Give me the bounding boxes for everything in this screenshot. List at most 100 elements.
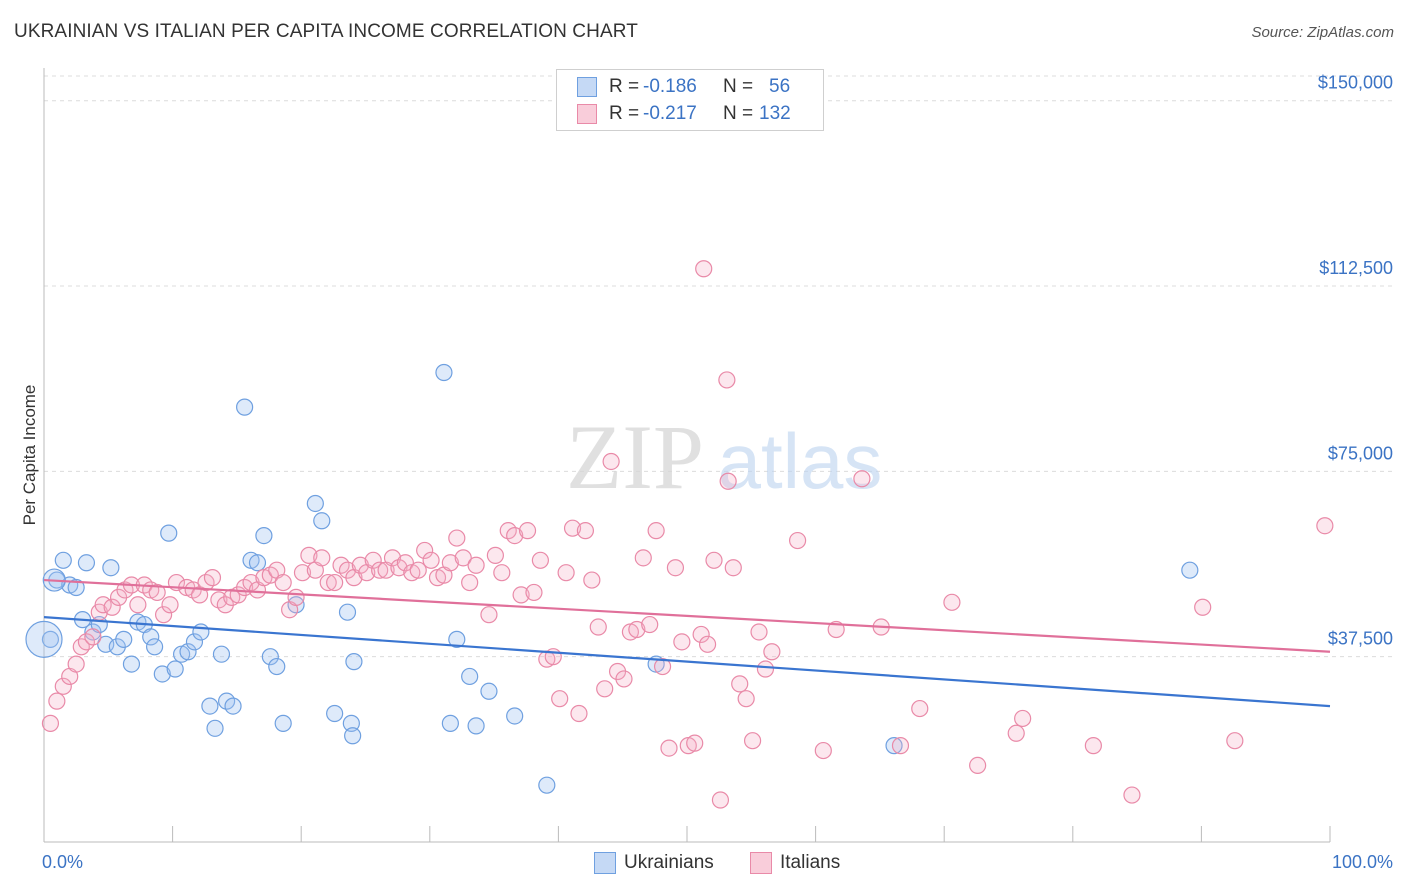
italians-point	[718, 371, 736, 389]
italians-point	[737, 690, 755, 708]
legend-row-italians: R = -0.217 N = 132	[577, 102, 791, 126]
ukrainians-point	[506, 707, 524, 725]
italians-point	[154, 606, 173, 624]
italians-points	[41, 260, 1334, 809]
italians-point	[583, 571, 601, 589]
ukrainians-point	[326, 704, 344, 723]
ukrainians-point	[345, 653, 363, 671]
italians-point	[67, 655, 85, 673]
italians-point	[383, 549, 402, 567]
italians-point	[750, 623, 768, 641]
ukrainians-point	[885, 737, 903, 755]
ukrainians-point	[145, 638, 164, 656]
ukrainians-point	[54, 551, 72, 569]
italians-point	[422, 551, 440, 569]
ukrainians-points	[25, 363, 1199, 794]
ukrainians-point	[255, 526, 273, 545]
bottom-legend-label-italians: Italians	[780, 852, 841, 873]
legend-row-ukrainians: R = -0.186 N = 56	[577, 75, 790, 99]
ukrainians-point	[166, 660, 184, 678]
italians-point	[525, 583, 543, 602]
italians-point	[647, 522, 665, 540]
ukrainians-point	[212, 645, 231, 663]
italians-point	[660, 739, 678, 757]
ukrainians-point	[153, 665, 171, 683]
italians-point	[1007, 724, 1025, 742]
ukrainians-point	[185, 633, 204, 651]
ukrainians-point	[236, 398, 254, 416]
italians-point	[1084, 737, 1102, 755]
italians-point	[48, 692, 66, 710]
italians-point	[602, 452, 620, 471]
italians-point	[274, 573, 292, 592]
bottom-swatch-ukrainians	[594, 852, 616, 874]
r-value-italians: -0.217	[643, 103, 697, 124]
ukrainians-point	[115, 630, 133, 648]
italians-point	[891, 737, 910, 755]
italians-point	[518, 522, 537, 540]
italians-point	[531, 551, 549, 569]
italians-point	[698, 635, 717, 653]
ukrainians-point	[41, 630, 60, 648]
italians-point	[634, 549, 652, 567]
italians-point	[493, 564, 511, 582]
italians-point	[563, 519, 582, 537]
italians-point	[705, 551, 723, 569]
italians-point	[814, 741, 832, 760]
italians-point	[454, 549, 472, 567]
italians-point	[719, 472, 737, 490]
italians-point	[576, 522, 595, 540]
source-label: Source: ZipAtlas.com	[1251, 24, 1394, 41]
italians-point	[148, 583, 166, 602]
italians-point	[461, 573, 479, 592]
ukrainians-point	[342, 714, 360, 732]
italians-point	[695, 260, 713, 278]
ukrainians-point-cluster	[25, 620, 63, 658]
trend-lines	[43, 578, 1331, 708]
italians-point	[326, 573, 344, 592]
italians-point	[506, 526, 524, 545]
ukrainians-point	[201, 697, 219, 715]
italians-point	[41, 714, 60, 732]
italians-point	[441, 554, 459, 572]
italians-point	[512, 586, 530, 604]
x-tick-label: 100.0%	[1332, 852, 1393, 872]
italians-point	[788, 531, 807, 550]
italians-point	[364, 551, 382, 569]
ukrainians-point	[306, 494, 324, 513]
ukrainians-point	[248, 554, 267, 572]
italians-point	[692, 625, 710, 644]
italians-point	[653, 657, 672, 676]
ukrainians-point	[67, 578, 85, 597]
watermark-atlas: atlas	[718, 417, 883, 505]
ukrainians-point	[142, 628, 160, 646]
ukrainians-point	[448, 630, 466, 648]
italians-point	[1194, 598, 1212, 616]
italians-point	[480, 606, 498, 624]
italians-point	[416, 541, 434, 560]
italians-point	[943, 593, 961, 611]
watermark-zip: ZIP	[566, 406, 704, 508]
x-tick-label: 0.0%	[42, 852, 83, 872]
ukrainians-point	[77, 554, 96, 572]
italians-point	[724, 559, 742, 577]
legend-swatch-italians	[577, 104, 597, 124]
italians-point	[371, 561, 389, 579]
italians-point	[763, 643, 781, 661]
ukrainians-point	[179, 643, 197, 661]
r-label: R =	[609, 76, 640, 97]
y-tick-label: $150,000	[1318, 73, 1393, 93]
axes	[43, 68, 1331, 843]
italians-point	[628, 620, 646, 639]
legend-swatch-ukrainians	[577, 77, 597, 97]
italians-point	[293, 564, 312, 582]
italians-point	[743, 732, 762, 750]
y-tick-label: $112,500	[1319, 258, 1393, 278]
ukrainians-point	[467, 717, 485, 735]
italians-point	[409, 561, 427, 579]
italians-point	[596, 680, 614, 698]
italians-point	[557, 564, 575, 582]
tick-labels: $37,500 $75,000 $112,500 $150,000 0.0% 100.0%	[42, 73, 1393, 872]
bottom-legend-label-ukrainians: Ukrainians	[624, 852, 714, 873]
ukrainians-point	[192, 623, 210, 641]
